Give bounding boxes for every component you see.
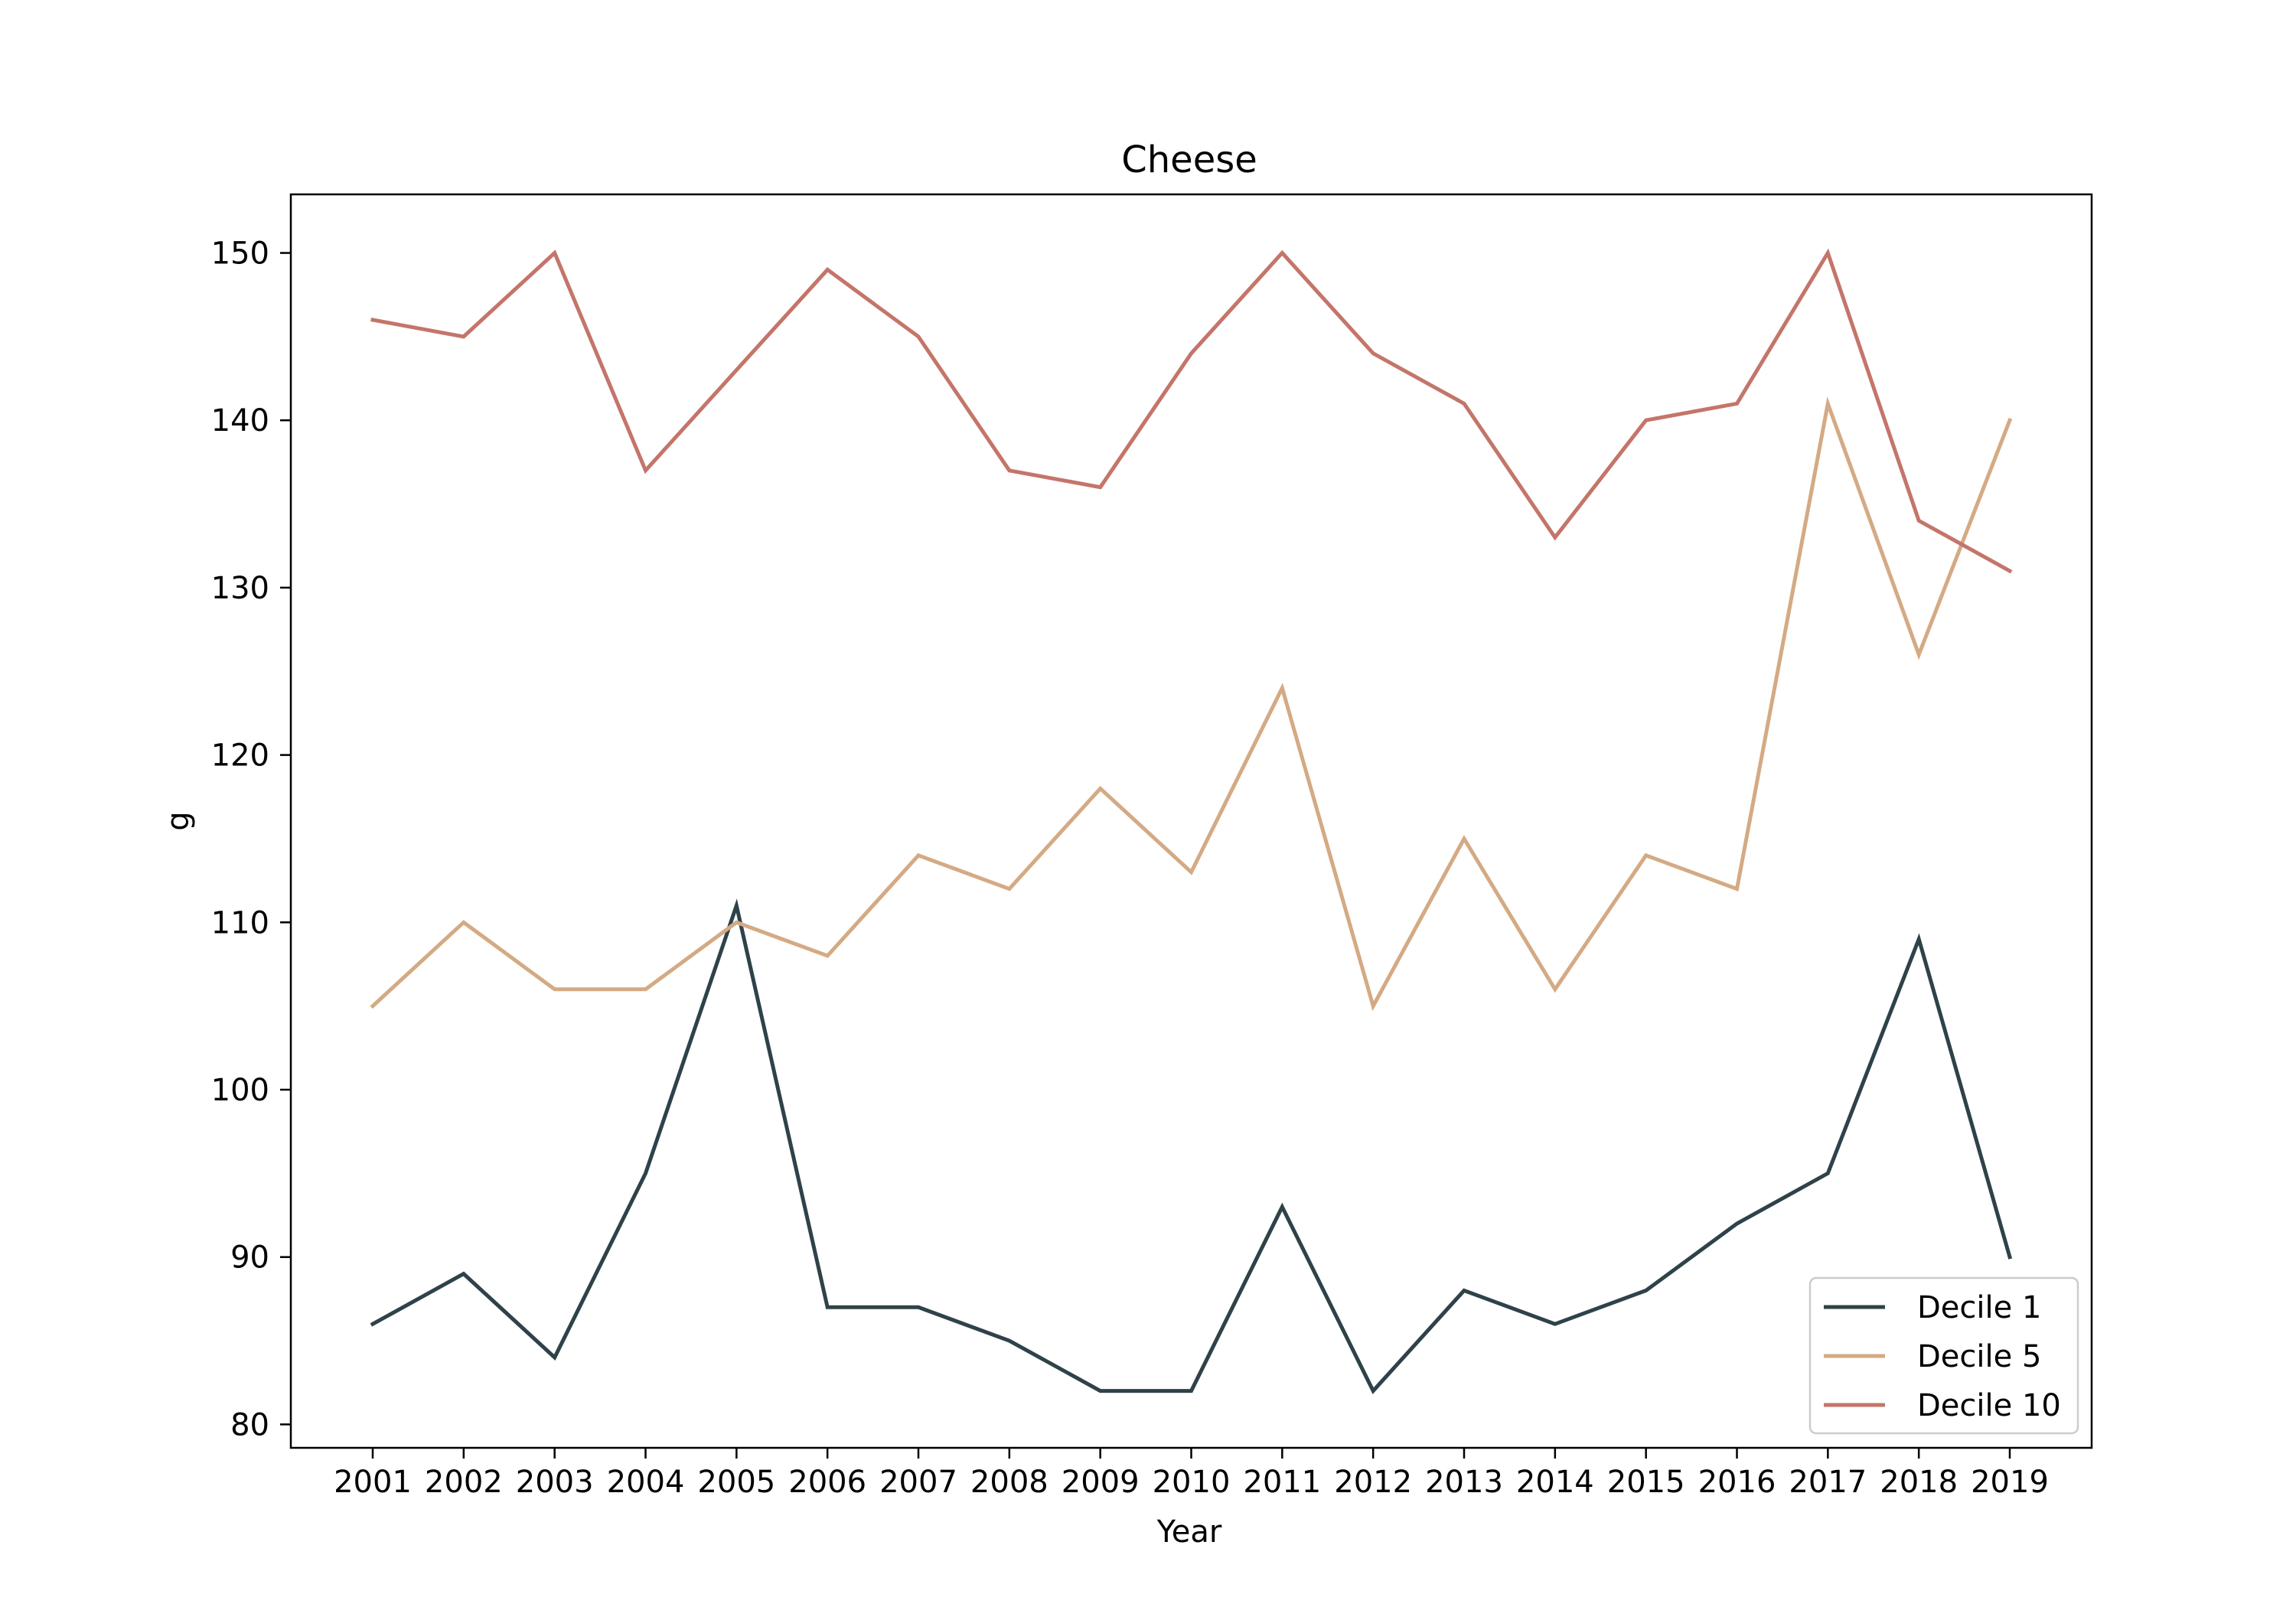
legend: Decile 1 Decile 5 Decile 10 xyxy=(1808,1276,2079,1435)
legend-label: Decile 1 xyxy=(1917,1290,2041,1325)
x-tick-label: 2010 xyxy=(1153,1465,1231,1500)
series-line-3 xyxy=(370,248,2013,574)
series-line-1 xyxy=(370,898,2013,1395)
x-tick-label: 2009 xyxy=(1062,1465,1140,1500)
chart-title: Cheese xyxy=(1121,139,1257,181)
x-tick-label: 2005 xyxy=(697,1465,775,1500)
x-tick-label: 2007 xyxy=(879,1465,957,1500)
x-tick-label: 2008 xyxy=(970,1465,1049,1500)
x-tick-label: 2017 xyxy=(1789,1465,1867,1500)
y-tick-label: 150 xyxy=(211,236,269,272)
y-tick-label: 110 xyxy=(211,905,269,940)
x-tick-label: 2019 xyxy=(1971,1465,2049,1500)
x-tick-label: 2011 xyxy=(1243,1465,1321,1500)
y-tick-label: 140 xyxy=(211,403,269,438)
x-tick-label: 2012 xyxy=(1334,1465,1412,1500)
legend-label: Decile 10 xyxy=(1917,1388,2061,1423)
x-tick-label: 2003 xyxy=(516,1465,594,1500)
x-tick-label: 2004 xyxy=(607,1465,685,1500)
legend-box xyxy=(1808,1276,2079,1435)
x-tick-label: 2016 xyxy=(1698,1465,1776,1500)
x-tick-label: 2013 xyxy=(1425,1465,1503,1500)
plot-area: 2001 2002 2003 2004 2005 2006 2007 2008 2009 2010… xyxy=(211,193,2093,1500)
y-tick-label: 130 xyxy=(211,571,269,606)
x-tick-label: 2018 xyxy=(1880,1465,1958,1500)
y-tick-label: 100 xyxy=(211,1073,269,1108)
x-tick-label: 2001 xyxy=(334,1465,412,1500)
y-axis-label: g xyxy=(161,811,196,830)
x-tick-label: 2006 xyxy=(788,1465,866,1500)
series-line-2 xyxy=(370,396,2013,1012)
x-tick-label: 2002 xyxy=(425,1465,503,1500)
x-tick-label: 2015 xyxy=(1607,1465,1685,1500)
y-tick-label: 120 xyxy=(211,738,269,774)
y-tick-label: 90 xyxy=(230,1240,269,1276)
x-axis-label: Year xyxy=(1156,1514,1222,1550)
y-tick-label: 80 xyxy=(230,1407,269,1442)
legend-label: Decile 5 xyxy=(1917,1339,2041,1374)
x-tick-label: 2014 xyxy=(1516,1465,1594,1500)
